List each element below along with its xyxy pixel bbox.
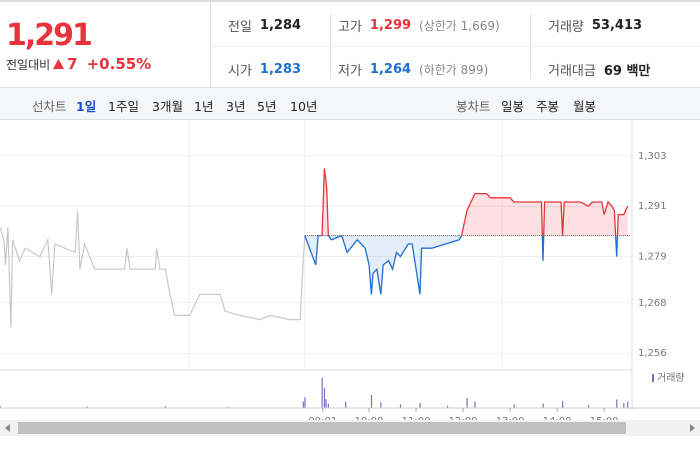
period-tab[interactable]: 3년 bbox=[226, 99, 246, 114]
area-up bbox=[304, 168, 628, 236]
stat-label: 전일 bbox=[228, 20, 252, 35]
y-tick-label: 1,303 bbox=[638, 151, 667, 162]
volume-bar bbox=[542, 403, 544, 408]
stat-label: 시가 bbox=[228, 64, 252, 79]
period-tab[interactable]: 1년 bbox=[194, 99, 214, 114]
volume-bar bbox=[370, 395, 373, 408]
period-tab[interactable]: 1주일 bbox=[108, 99, 139, 114]
line-up bbox=[304, 168, 629, 236]
stat: 시가 1,283 bbox=[228, 60, 301, 79]
stat: 고가 1,299 (상한가 1,669) bbox=[338, 16, 500, 35]
volume-bar bbox=[446, 405, 449, 408]
stat-value: 1,299 bbox=[369, 18, 412, 33]
volume-bar bbox=[304, 397, 306, 408]
volume-bar bbox=[474, 401, 476, 408]
change-pct: +0.55% bbox=[86, 55, 152, 73]
stat-extra: (상한가 1,669) bbox=[419, 19, 500, 33]
stat-value: 1,284 bbox=[259, 18, 302, 33]
y-tick-label: 1,279 bbox=[638, 252, 667, 263]
stat-label: 저가 bbox=[338, 64, 362, 79]
stat-extra: (하한가 899) bbox=[419, 63, 489, 77]
period-tab[interactable]: 3개월 bbox=[152, 99, 183, 114]
stat-value: 1,264 bbox=[369, 62, 412, 77]
stat-label: 고가 bbox=[338, 20, 362, 35]
tab-group-label: 선차트 bbox=[32, 99, 67, 114]
stat: 저가 1,264 (하한가 899) bbox=[338, 60, 488, 79]
volume-bar bbox=[325, 399, 327, 408]
change: 전일대비 7 +0.55% bbox=[6, 55, 151, 73]
y-tick-label: 1,291 bbox=[638, 201, 667, 212]
period-tab[interactable]: 1일 bbox=[76, 99, 97, 114]
tab-group-label: 봉차트 bbox=[456, 99, 491, 114]
stat-value: 1,283 bbox=[259, 62, 302, 77]
volume-bar bbox=[627, 401, 629, 408]
stat: 전일 1,284 bbox=[228, 16, 301, 35]
volume-bar bbox=[164, 406, 167, 408]
stat-label: 거래량 bbox=[548, 20, 584, 35]
period-tabs: 선차트 1일 1주일 3개월 1년 3년 5년 10년 봉차트 일봉 주봉 월봉 bbox=[0, 88, 700, 120]
line-down bbox=[304, 235, 619, 295]
candle-tab[interactable]: 일봉 bbox=[501, 99, 525, 114]
volume-bar bbox=[0, 405, 1, 408]
volume-bar bbox=[562, 400, 564, 408]
area-down bbox=[304, 235, 618, 295]
legend-swatch bbox=[652, 374, 654, 382]
volume-bar bbox=[345, 401, 347, 408]
stat-value: 69 백만 bbox=[603, 64, 651, 79]
volume-bar bbox=[380, 402, 382, 408]
y-tick-label: 1,268 bbox=[638, 298, 667, 309]
divider bbox=[210, 46, 700, 47]
volume-bar bbox=[321, 377, 323, 408]
volume-bar bbox=[623, 402, 625, 408]
candle-tab[interactable]: 월봉 bbox=[573, 99, 597, 114]
scroll-left[interactable] bbox=[5, 424, 10, 432]
period-tab[interactable]: 5년 bbox=[257, 99, 277, 114]
volume-bar bbox=[323, 387, 326, 408]
volume-bar bbox=[513, 404, 515, 408]
volume-bar bbox=[86, 406, 88, 408]
period-tab[interactable]: 10년 bbox=[290, 99, 318, 114]
volume-bar bbox=[227, 406, 229, 408]
scroll-right[interactable] bbox=[690, 424, 695, 432]
stat: 거래량 53,413 bbox=[548, 16, 642, 35]
legend-label: 거래량 bbox=[657, 372, 685, 384]
y-tick-label: 1,256 bbox=[638, 348, 667, 359]
summary: 1,291 전일대비 7 +0.55% 전일 1,284 고가 1,299 (상한가 1… bbox=[0, 0, 700, 88]
volume-bar bbox=[327, 403, 330, 408]
scrollbar-thumb[interactable] bbox=[18, 422, 626, 434]
prev-day-line bbox=[0, 210, 306, 329]
volume-bar bbox=[587, 405, 590, 408]
change-value: 7 bbox=[67, 55, 78, 73]
up-icon bbox=[53, 59, 65, 69]
stat-label: 거래대금 bbox=[548, 64, 596, 79]
volume-bar bbox=[399, 404, 402, 408]
volume-bar bbox=[419, 402, 421, 408]
stat: 거래대금 69 백만 bbox=[548, 60, 650, 79]
volume-bar bbox=[302, 401, 304, 408]
change-label: 전일대비 bbox=[6, 57, 51, 72]
price: 1,291 bbox=[6, 18, 93, 53]
volume-bar bbox=[466, 397, 468, 408]
stat-value: 53,413 bbox=[591, 18, 643, 33]
price-box: 1,291 전일대비 7 +0.55% bbox=[0, 2, 211, 88]
candle-tab[interactable]: 주봉 bbox=[536, 99, 560, 114]
volume-bar bbox=[616, 399, 618, 408]
